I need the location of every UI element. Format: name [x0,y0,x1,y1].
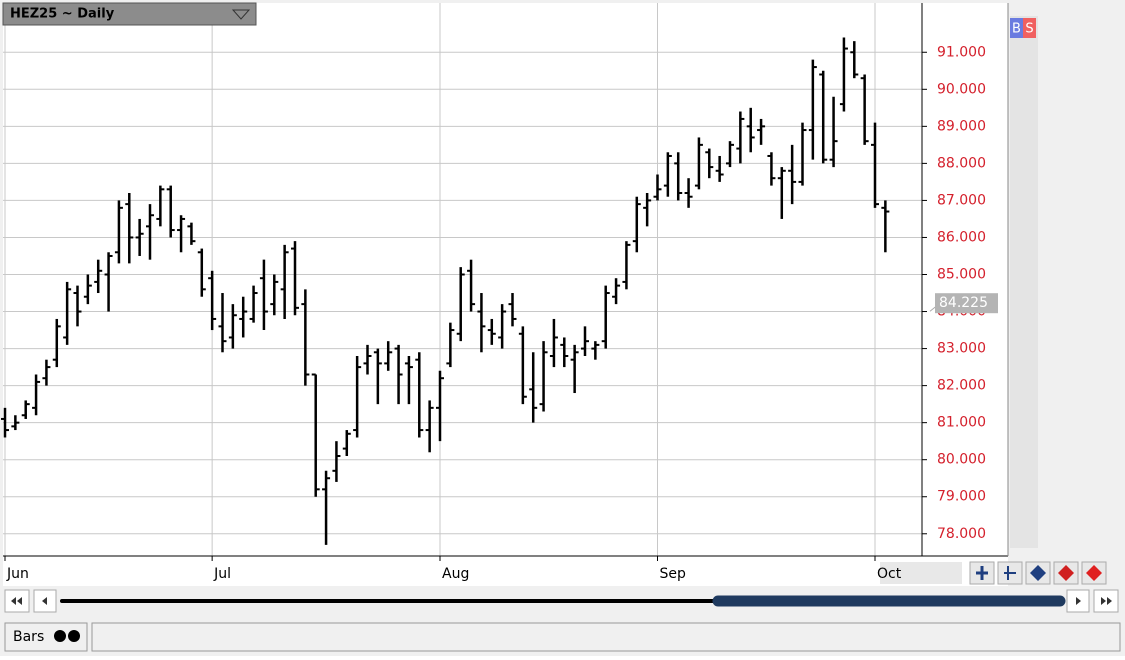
sell-button[interactable] [1023,18,1036,38]
y-tick-label: 87.000 [937,192,986,208]
y-tick-label: 81.000 [937,415,986,431]
y-tick-label: 91.000 [937,44,986,60]
last-price-label: 84.225 [939,295,988,311]
buy-button[interactable] [1010,18,1023,38]
icon [42,597,47,605]
y-tick-label: 85.000 [937,266,986,282]
sell-label: S [1025,22,1033,37]
side-strip [1010,16,1038,548]
y-tick-label: 80.000 [937,452,986,468]
dropdown-arrow [231,9,251,20]
scrollbar [4,589,1119,613]
last-price-box [935,293,998,314]
icon [1030,565,1046,581]
icon [1101,597,1112,605]
icon [1086,565,1102,581]
icon [11,597,22,605]
x-tick-label: Jun [6,566,29,582]
icon [976,566,988,580]
y-tick-label: 78.000 [937,526,986,542]
plot-area [3,3,1008,586]
icon [1058,565,1074,581]
icon [1004,566,1016,580]
style-icon [68,630,80,642]
x-tick-label: Jul [213,566,231,582]
y-tick-label: 83.000 [937,341,986,357]
x-tick-label: Oct [877,566,902,582]
x-tick-label: Aug [442,566,469,582]
icon [1076,597,1081,605]
y-tick-label: 88.000 [937,155,986,171]
y-tick-label: 89.000 [937,118,986,134]
chart-title: HEZ25 ~ Daily [10,7,115,22]
style-icon [54,630,66,642]
x-tick-label: Sep [660,566,687,582]
y-tick-label: 86.000 [937,229,986,245]
status-bar [91,622,1121,652]
y-tick-label: 79.000 [937,489,986,505]
style-label: Bars [13,629,44,645]
toolbar-icons [969,561,1107,585]
buy-label: B [1012,22,1021,37]
time-box [880,562,962,584]
y-tick-label: 82.000 [937,378,986,394]
y-tick-label: 90.000 [937,81,986,97]
title-box[interactable] [2,2,257,26]
